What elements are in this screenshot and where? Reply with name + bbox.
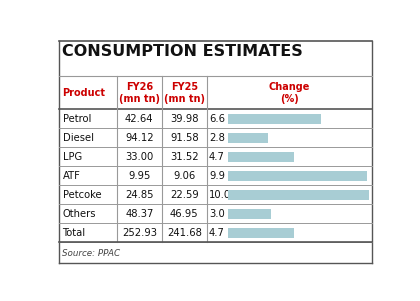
Text: FY26
(mn tn): FY26 (mn tn) <box>119 82 160 104</box>
Text: 31.52: 31.52 <box>170 152 199 162</box>
Text: 252.93: 252.93 <box>122 228 157 238</box>
Text: LPG: LPG <box>63 152 82 162</box>
Text: Others: Others <box>63 209 96 219</box>
Text: Petcoke: Petcoke <box>63 190 101 200</box>
Text: 241.68: 241.68 <box>167 228 202 238</box>
Bar <box>228 209 270 219</box>
Text: 24.85: 24.85 <box>125 190 154 200</box>
Text: Petrol: Petrol <box>63 114 91 124</box>
Text: 9.9: 9.9 <box>209 171 225 181</box>
Bar <box>228 152 294 162</box>
Text: Diesel: Diesel <box>63 133 94 143</box>
Text: FY25
(mn tn): FY25 (mn tn) <box>164 82 205 104</box>
Bar <box>228 228 294 238</box>
Text: 2.8: 2.8 <box>209 133 225 143</box>
Text: 9.06: 9.06 <box>173 171 195 181</box>
Text: 10.0: 10.0 <box>209 190 231 200</box>
Text: 39.98: 39.98 <box>170 114 199 124</box>
Text: 6.6: 6.6 <box>209 114 225 124</box>
Text: 48.37: 48.37 <box>125 209 153 219</box>
Bar <box>228 171 368 181</box>
Text: 3.0: 3.0 <box>209 209 225 219</box>
Text: 94.12: 94.12 <box>125 133 154 143</box>
Text: 9.95: 9.95 <box>128 171 150 181</box>
Text: 91.58: 91.58 <box>170 133 199 143</box>
Text: Source: PPAC: Source: PPAC <box>62 249 120 258</box>
Text: 4.7: 4.7 <box>209 152 225 162</box>
Text: 42.64: 42.64 <box>125 114 154 124</box>
Bar <box>228 114 321 123</box>
Text: 22.59: 22.59 <box>170 190 199 200</box>
Bar <box>228 190 369 200</box>
Text: 46.95: 46.95 <box>170 209 199 219</box>
Text: 33.00: 33.00 <box>125 152 153 162</box>
Text: 4.7: 4.7 <box>209 228 225 238</box>
Text: Total: Total <box>63 228 86 238</box>
Text: CONSUMPTION ESTIMATES: CONSUMPTION ESTIMATES <box>62 44 302 59</box>
Bar <box>228 133 268 143</box>
Text: Change
(%): Change (%) <box>268 82 310 104</box>
Text: ATF: ATF <box>63 171 81 181</box>
Text: Product: Product <box>63 88 105 98</box>
